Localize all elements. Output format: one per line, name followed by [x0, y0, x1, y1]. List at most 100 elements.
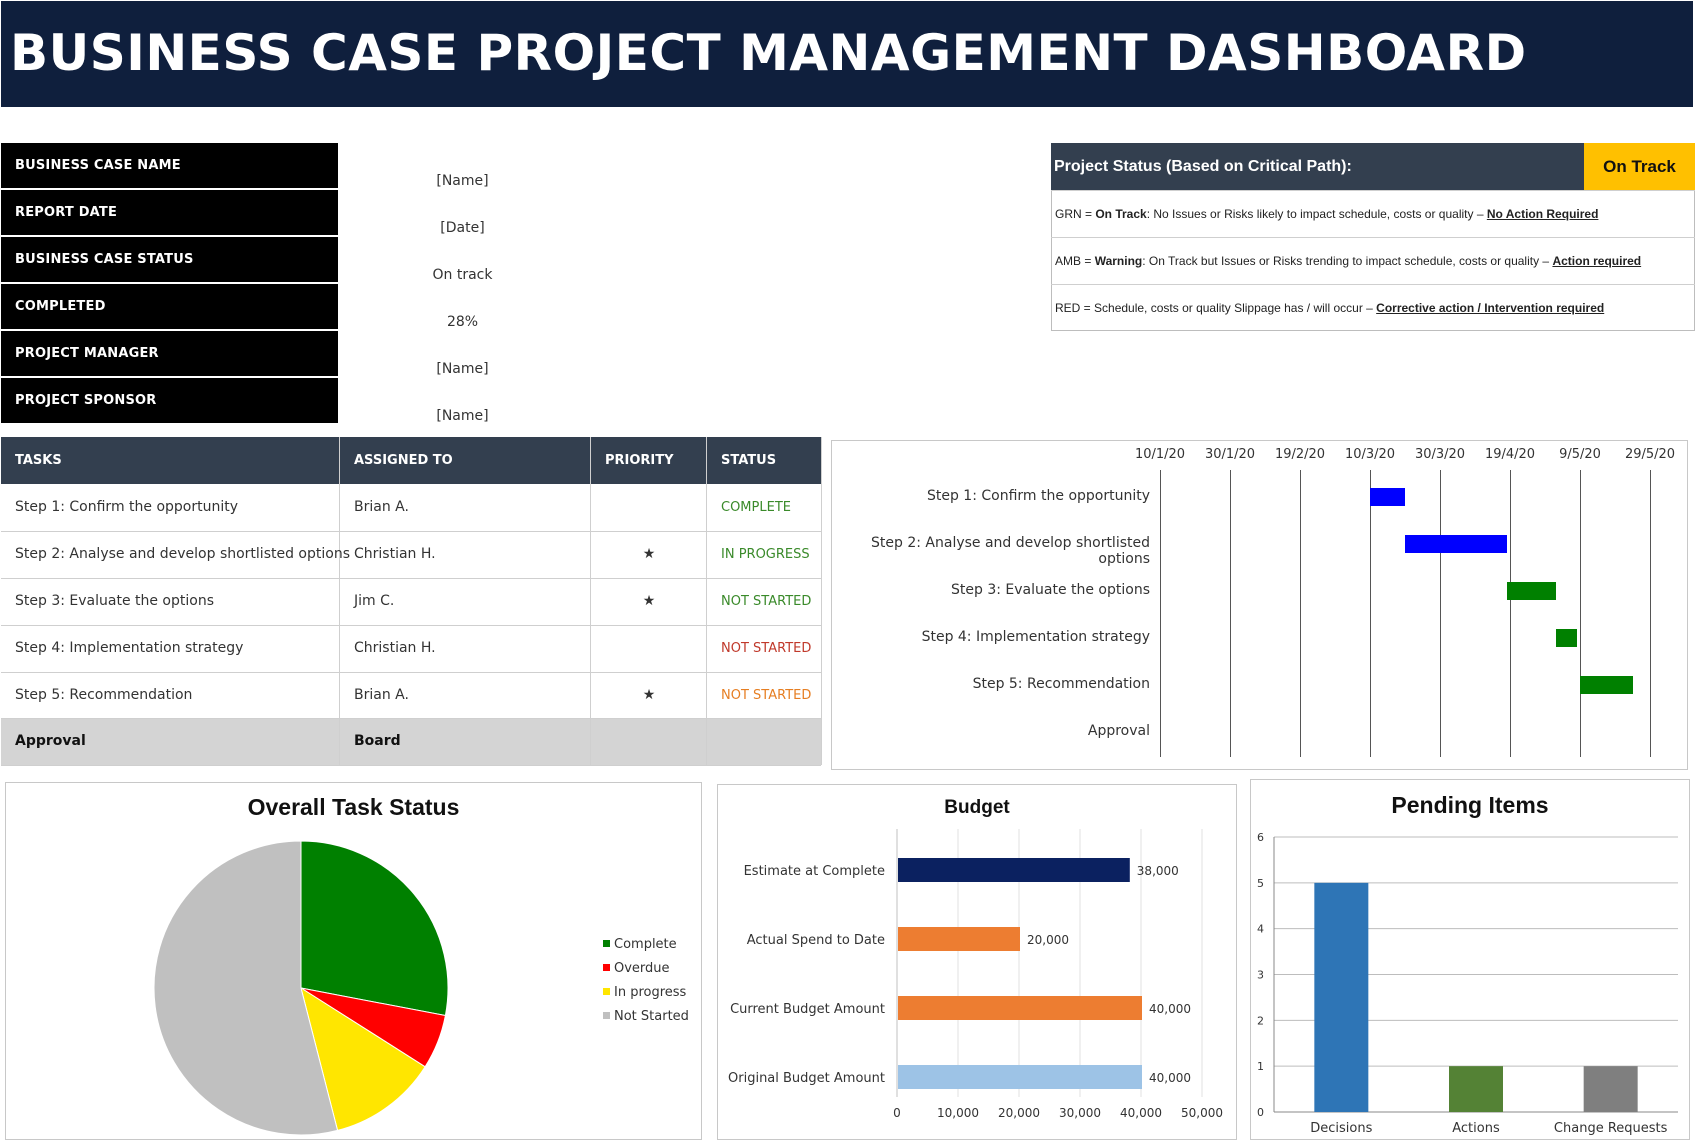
gantt-bar[interactable] — [1580, 676, 1633, 694]
info-value-completed[interactable]: 28% — [446, 314, 479, 330]
info-value-report-date[interactable]: [Date] — [440, 220, 485, 236]
project-status-heading: Project Status (Based on Critical Path): — [1051, 143, 1584, 190]
gantt-bar[interactable] — [1370, 488, 1405, 506]
status-legend-amb: AMB = Warning: On Track but Issues or Ri… — [1051, 237, 1695, 284]
gantt-date-label: 29/5/20 — [1624, 447, 1676, 462]
task-status[interactable]: IN PROGRESS — [721, 547, 810, 562]
pending-bar[interactable] — [1314, 882, 1369, 1112]
budget-tick-label: 20,000 — [998, 1106, 1040, 1120]
priority-star-icon[interactable] — [591, 484, 707, 531]
budget-category-label: Current Budget Amount — [730, 1002, 885, 1017]
gantt-date-label: 30/1/20 — [1204, 447, 1256, 462]
gantt-chart — [831, 440, 1688, 770]
budget-tick-label: 40,000 — [1120, 1106, 1162, 1120]
approval-assignee[interactable]: Board — [354, 733, 401, 749]
column-header-assigned-to[interactable]: ASSIGNED TO — [354, 453, 453, 468]
pie-slice[interactable] — [300, 840, 449, 1017]
pending-tick-label: 5 — [1257, 877, 1264, 890]
pending-items-panel — [1250, 779, 1690, 1140]
budget-value-label: 40,000 — [1149, 1002, 1191, 1016]
status-legend-action: No Action Required — [1486, 207, 1599, 221]
gantt-gridline — [1510, 470, 1511, 757]
budget-bar[interactable] — [898, 858, 1130, 882]
gantt-date-label: 30/3/20 — [1414, 447, 1466, 462]
row-divider — [1, 672, 821, 673]
budget-tick-label: 10,000 — [937, 1106, 979, 1120]
budget-value-label: 40,000 — [1149, 1071, 1191, 1085]
budget-bar[interactable] — [898, 1065, 1142, 1089]
priority-star-icon[interactable]: ★ — [642, 687, 656, 703]
task-name[interactable]: Step 2: Analyse and develop shortlisted … — [15, 546, 350, 562]
pending-tick-label: 2 — [1257, 1014, 1264, 1027]
row-divider — [1, 578, 821, 579]
pending-items-chart: 0 1 2 3 4 5 6 Decisions Actions Change Requests — [1257, 831, 1678, 1136]
column-header-status[interactable]: STATUS — [721, 453, 777, 468]
priority-star-icon[interactable]: ★ — [642, 546, 656, 562]
column-header-tasks[interactable]: TASKS — [15, 453, 62, 468]
task-assignee[interactable]: Jim C. — [354, 593, 395, 609]
row-divider — [1, 765, 821, 766]
legend-swatch — [603, 940, 610, 947]
gantt-step-label: Step 5: Recommendation — [972, 676, 1150, 692]
budget-bar[interactable] — [898, 927, 1020, 951]
info-value-project-sponsor[interactable]: [Name] — [436, 408, 489, 424]
task-assignee[interactable]: Brian A. — [354, 499, 409, 515]
task-assignee[interactable]: Christian H. — [354, 546, 436, 562]
pending-category-label: Change Requests — [1554, 1121, 1668, 1136]
priority-star-icon[interactable] — [591, 625, 707, 672]
task-name[interactable]: Step 1: Confirm the opportunity — [15, 499, 239, 515]
project-status-badge[interactable]: On Track — [1584, 143, 1695, 190]
task-assignee[interactable]: Christian H. — [354, 640, 436, 656]
legend-swatch — [603, 988, 610, 995]
legend-swatch — [603, 1012, 610, 1019]
legend-swatch — [603, 964, 610, 971]
task-name[interactable]: Step 4: Implementation strategy — [15, 640, 244, 656]
pending-category-label: Decisions — [1310, 1121, 1372, 1136]
budget-chart: 0 10,000 20,000 30,000 40,000 50,000 Estimate … — [728, 829, 1223, 1120]
status-legend-text: : No Issues or Risks likely to impact sc… — [1146, 207, 1487, 221]
info-label-completed: COMPLETED — [1, 284, 338, 329]
info-label-project-manager: PROJECT MANAGER — [1, 331, 338, 376]
gantt-bar[interactable] — [1555, 629, 1577, 647]
budget-bar[interactable] — [898, 996, 1142, 1020]
row-divider — [1, 625, 821, 626]
info-value-business-case-name[interactable]: [Name] — [436, 173, 489, 189]
info-label-business-case-status: BUSINESS CASE STATUS — [1, 237, 338, 282]
gantt-date-label: 9/5/20 — [1559, 447, 1601, 462]
status-legend-term: Warning — [1094, 254, 1143, 268]
pending-bar[interactable] — [1449, 1066, 1503, 1112]
gantt-gridline — [1650, 470, 1651, 757]
gantt-date-label: 19/4/20 — [1484, 447, 1536, 462]
status-legend-red: RED = Schedule, costs or quality Slippag… — [1051, 284, 1695, 331]
gantt-date-label: 19/2/20 — [1274, 447, 1326, 462]
task-status[interactable]: NOT STARTED — [721, 641, 812, 656]
task-status[interactable]: NOT STARTED — [721, 594, 812, 609]
task-assignee[interactable]: Brian A. — [354, 687, 409, 703]
priority-star-icon[interactable]: ★ — [642, 593, 656, 609]
column-header-priority[interactable]: PRIORITY — [605, 453, 674, 468]
pending-bar[interactable] — [1583, 1066, 1638, 1112]
info-label-business-case-name: BUSINESS CASE NAME — [1, 143, 338, 188]
status-legend-term: On Track — [1095, 207, 1147, 221]
approval-task[interactable]: Approval — [15, 733, 86, 749]
task-name[interactable]: Step 5: Recommendation — [15, 687, 193, 703]
gantt-bar[interactable] — [1506, 582, 1556, 600]
budget-category-label: Actual Spend to Date — [747, 933, 885, 948]
pie-slice[interactable] — [300, 986, 426, 1131]
info-value-business-case-status[interactable]: On track — [432, 267, 493, 283]
pie-slice[interactable] — [153, 840, 339, 1136]
task-status[interactable]: COMPLETE — [721, 500, 791, 515]
pie-chart-title: Overall Task Status — [247, 794, 460, 820]
column-divider — [590, 437, 591, 765]
task-name[interactable]: Step 3: Evaluate the options — [15, 593, 214, 609]
info-value-project-manager[interactable]: [Name] — [436, 361, 489, 377]
gantt-bar[interactable] — [1405, 535, 1507, 553]
task-status[interactable]: NOT STARTED — [721, 688, 812, 703]
budget-value-label: 38,000 — [1137, 864, 1179, 878]
legend-label: In progress — [614, 985, 687, 1000]
status-legend-prefix: AMB = — [1055, 254, 1095, 268]
gantt-gridline — [1230, 470, 1231, 757]
budget-tick-label: 0 — [893, 1106, 901, 1120]
row-divider — [1, 531, 821, 532]
status-legend-action: Action required — [1552, 254, 1642, 268]
